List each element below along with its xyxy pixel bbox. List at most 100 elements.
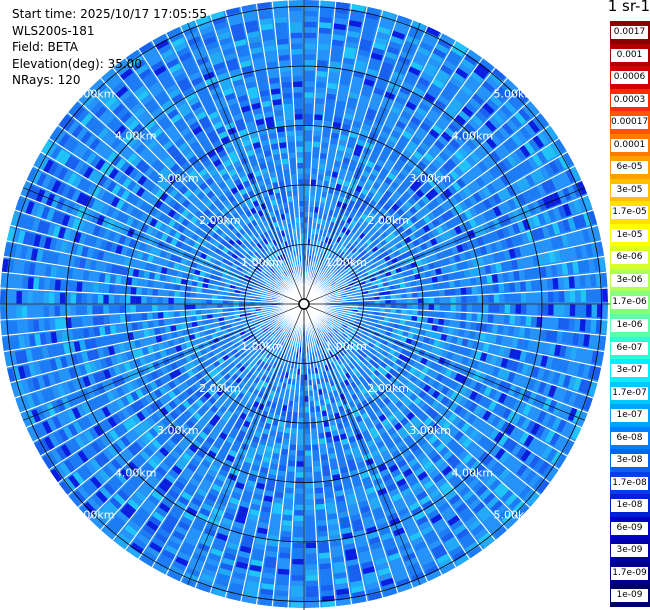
range-bin (335, 280, 342, 285)
range-bin (386, 45, 400, 55)
range-bin (540, 354, 549, 367)
range-bin (384, 312, 391, 317)
range-bin (341, 269, 348, 275)
ray (313, 152, 574, 300)
range-bin (312, 135, 321, 142)
range-bin (461, 158, 472, 170)
range-bin (332, 285, 338, 290)
range-bin (490, 333, 498, 344)
range-bin (16, 320, 24, 335)
range-bin (553, 249, 562, 263)
range-bin (582, 258, 590, 273)
range-bin (537, 304, 543, 315)
range-bin (376, 264, 384, 271)
range-bin (522, 389, 533, 402)
range-bin (362, 228, 369, 235)
range-bin (354, 143, 364, 152)
range-bin (362, 271, 369, 278)
range-bin (457, 146, 469, 158)
range-bin (486, 182, 496, 195)
range-bin (462, 185, 472, 197)
range-bin (510, 292, 516, 303)
range-bin (314, 201, 320, 208)
range-bin (545, 178, 557, 192)
range-bin (374, 300, 380, 304)
range-bin (120, 324, 128, 333)
range-bin (449, 217, 459, 227)
range-bin (376, 76, 388, 86)
range-bin (486, 323, 493, 333)
range-bin (344, 274, 351, 280)
range-bin (507, 211, 517, 223)
range-bin (394, 20, 409, 30)
range-bin (450, 304, 456, 311)
range-bin (478, 372, 487, 383)
range-bin (564, 290, 570, 303)
range-bin (487, 313, 494, 323)
range-bin (361, 123, 371, 132)
range-bin (410, 20, 426, 31)
range-bin (489, 150, 501, 163)
range-bin (296, 472, 304, 478)
range-bin (364, 141, 374, 150)
range-bin (322, 180, 330, 188)
range-bin (338, 78, 350, 86)
range-bin (190, 298, 196, 304)
range-bin (581, 228, 591, 243)
range-bin (486, 274, 493, 284)
range-bin (392, 125, 404, 135)
range-bin (568, 275, 575, 289)
range-bin (584, 273, 592, 288)
range-bin (457, 270, 465, 279)
range-bin (407, 140, 418, 150)
range-bin (361, 242, 369, 250)
range-bin (350, 3, 366, 12)
range-bin (452, 271, 460, 280)
range-bin (420, 170, 430, 181)
range-bin (463, 80, 477, 92)
range-bin (305, 558, 318, 565)
range-bin (496, 228, 505, 239)
range-bin (379, 299, 386, 304)
range-bin (108, 315, 116, 325)
range-bin (211, 299, 218, 304)
range-bin (399, 134, 410, 144)
range-bin (366, 269, 374, 275)
range-bin (380, 231, 388, 239)
range-bin (349, 159, 358, 167)
range-bin (374, 260, 382, 267)
range-bin (541, 180, 552, 195)
range-bin (304, 173, 310, 180)
range-bin (503, 314, 511, 325)
range-bin (563, 276, 570, 289)
range-bin (509, 281, 516, 292)
range-bin (331, 245, 337, 253)
range-bin (542, 397, 553, 411)
range-bin (347, 323, 354, 329)
range-bin (416, 174, 426, 185)
range-bin (557, 403, 568, 417)
range-bin (401, 80, 414, 91)
range-bin (356, 253, 363, 260)
range-bin (345, 169, 354, 177)
range-bin (428, 297, 435, 304)
range-bin (328, 61, 341, 68)
range-bin (347, 251, 354, 258)
range-bin (545, 329, 553, 342)
range-bin (310, 179, 317, 186)
range-bin (340, 277, 347, 283)
range-bin (309, 195, 315, 202)
range-bin (86, 305, 93, 316)
range-bin (429, 52, 444, 64)
range-bin (299, 401, 304, 408)
range-bin (440, 222, 449, 232)
range-bin (418, 141, 430, 152)
range-bin (454, 344, 462, 354)
range-bin (497, 202, 507, 215)
range-bin (516, 193, 527, 206)
range-bin (421, 284, 429, 291)
range-bin (320, 584, 335, 592)
ray (309, 40, 468, 295)
range-bin (379, 239, 387, 246)
range-bin (152, 297, 158, 304)
